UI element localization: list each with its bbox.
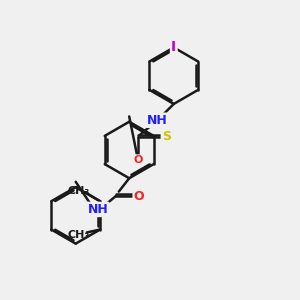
Text: S: S bbox=[162, 130, 171, 143]
Text: NH: NH bbox=[147, 114, 168, 127]
Text: I: I bbox=[171, 40, 176, 55]
Text: O: O bbox=[134, 190, 144, 202]
Text: O: O bbox=[134, 155, 143, 165]
Text: NH: NH bbox=[88, 203, 108, 216]
Text: CH₃: CH₃ bbox=[67, 230, 90, 241]
Text: CH₃: CH₃ bbox=[68, 186, 90, 196]
